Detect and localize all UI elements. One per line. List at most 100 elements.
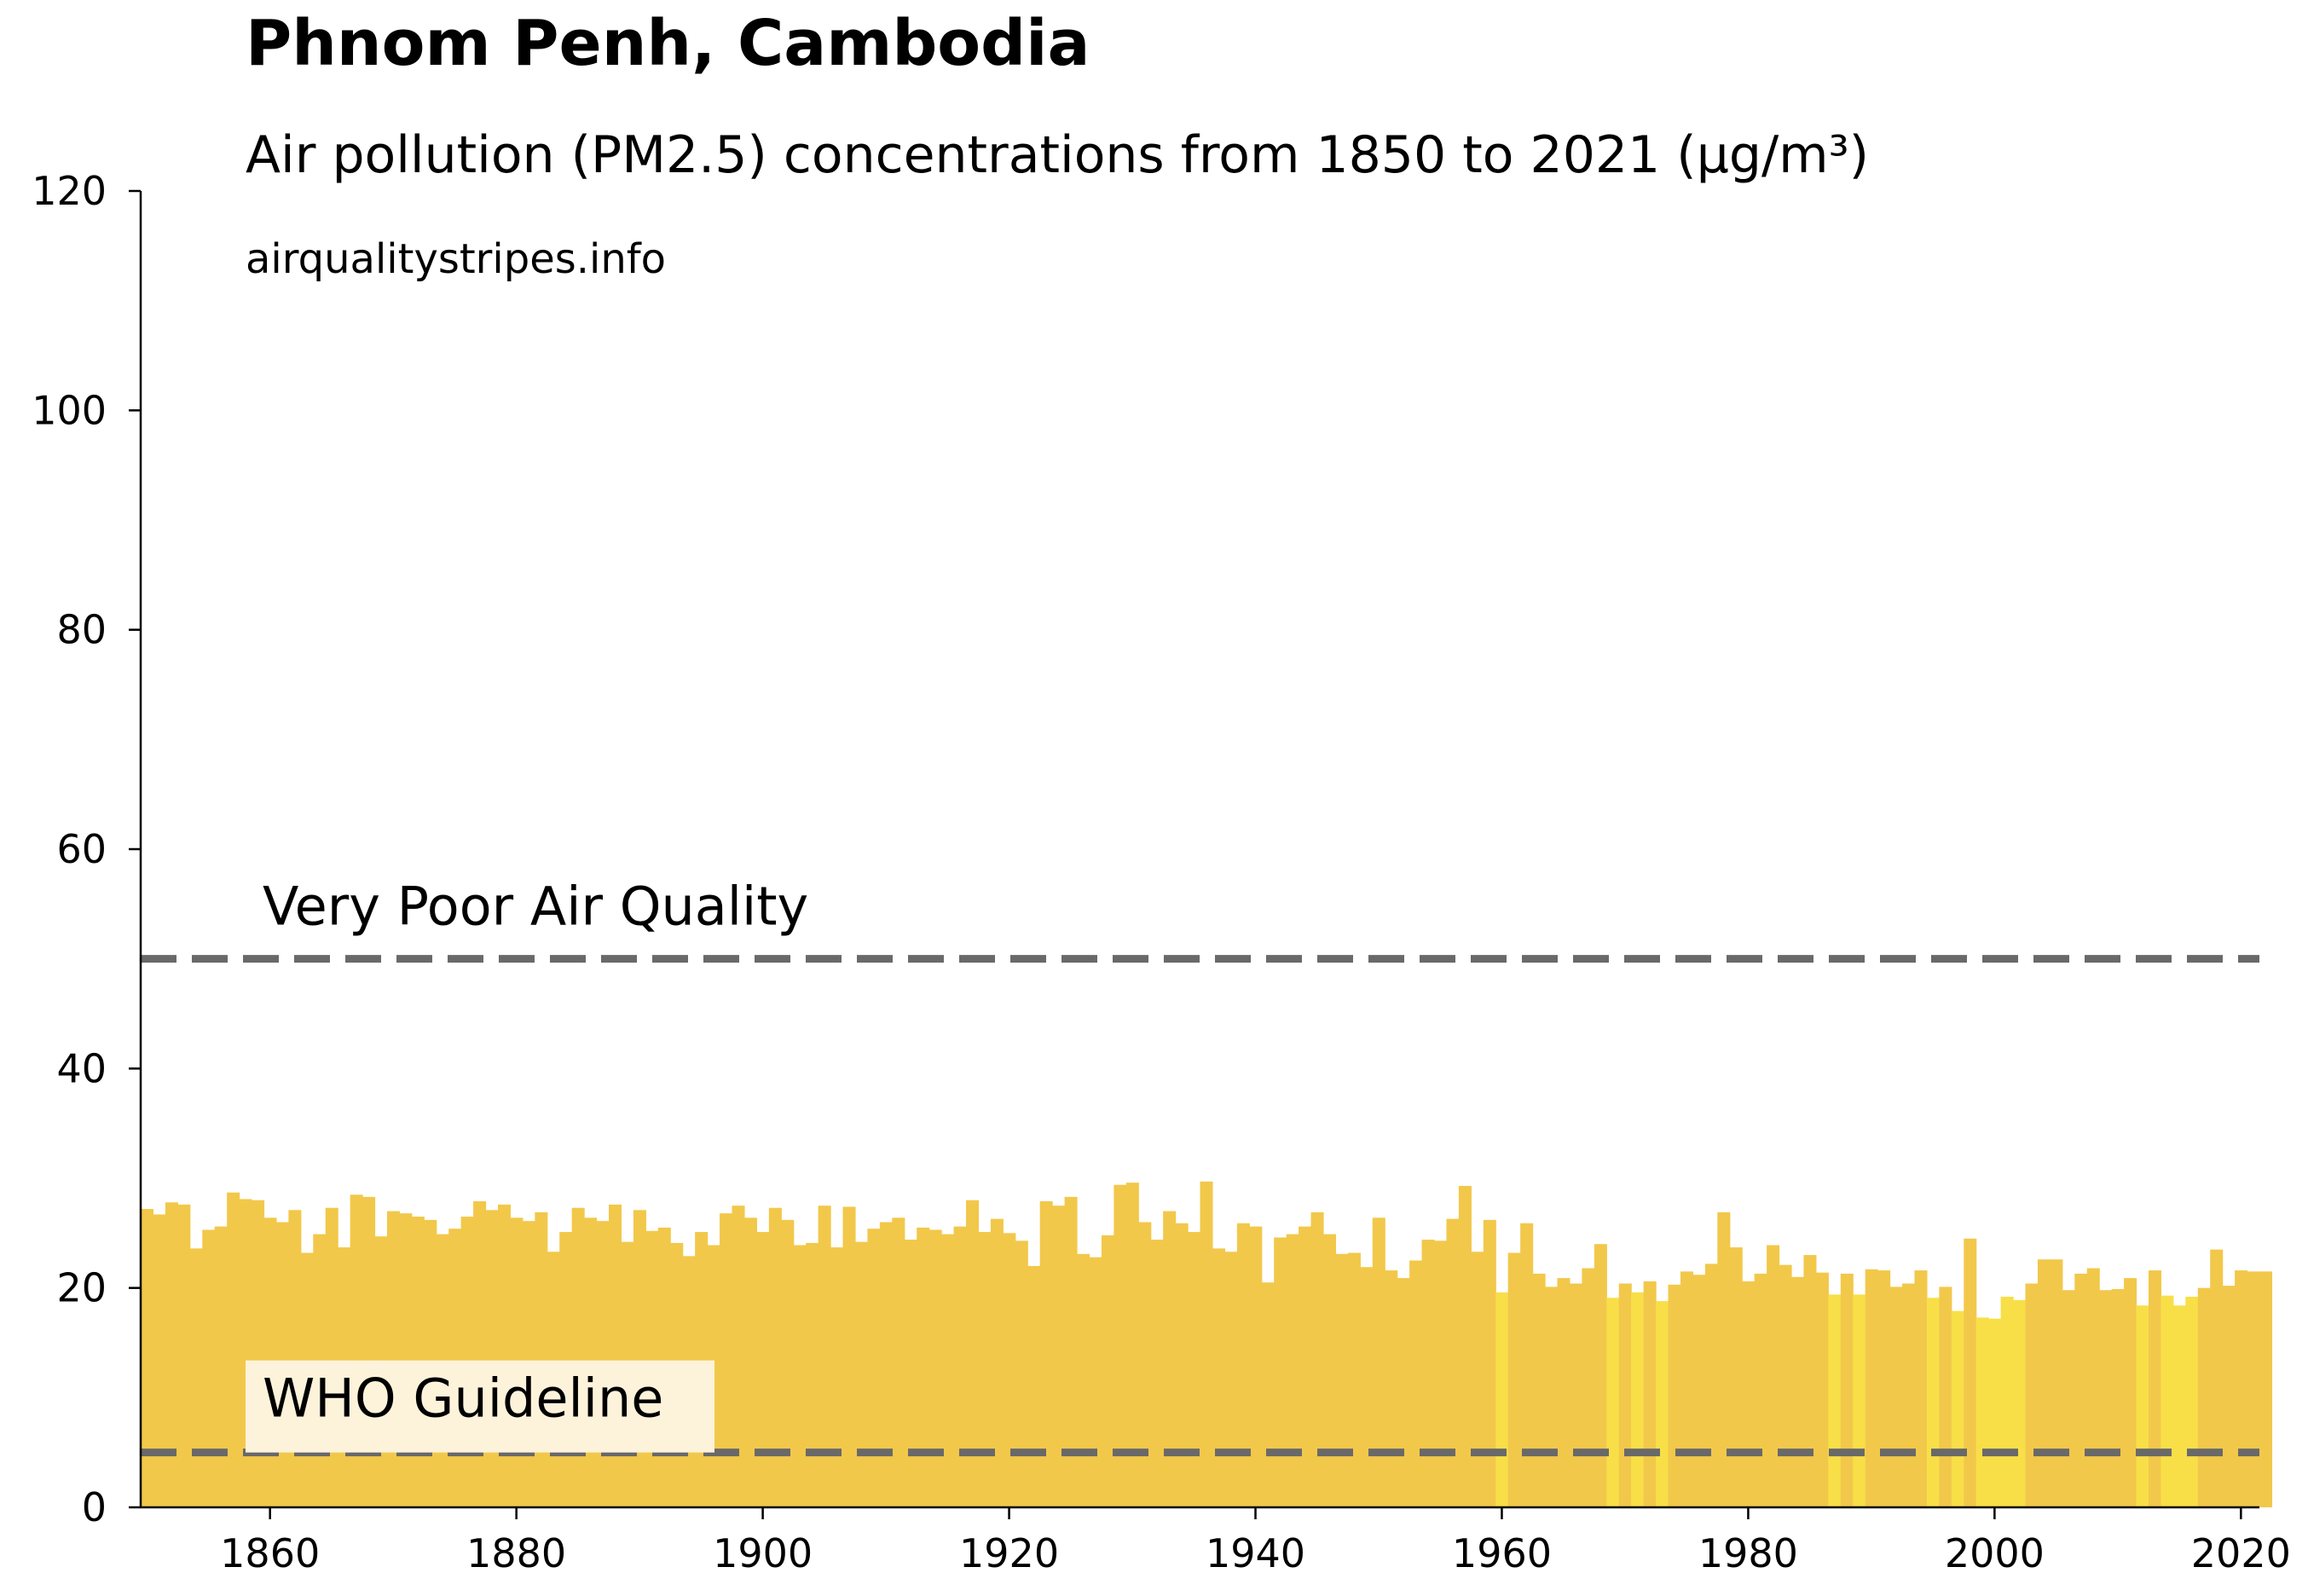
- bar-2011: [2124, 1278, 2137, 1507]
- bar-1920: [1003, 1233, 1016, 1507]
- bar-1967: [1582, 1268, 1595, 1507]
- bar-1996: [1939, 1287, 1952, 1507]
- bar-1914: [928, 1229, 942, 1507]
- bar-1972: [1643, 1281, 1657, 1507]
- bar-1928: [1101, 1235, 1114, 1507]
- x-tick-label-1960: 1960: [1452, 1530, 1552, 1576]
- bar-1908: [854, 1241, 869, 1507]
- bar-1854: [189, 1248, 203, 1507]
- bar-1969: [1606, 1298, 1620, 1507]
- bar-1958: [1471, 1252, 1484, 1507]
- bar-1942: [1274, 1237, 1287, 1507]
- bar-1948: [1347, 1252, 1361, 1507]
- bar-1857: [227, 1192, 240, 1507]
- bar-1935: [1188, 1232, 1201, 1507]
- bar-1953: [1409, 1260, 1423, 1507]
- reference-lines-group: Very Poor Air Quality WHO Guideline: [141, 876, 2259, 1457]
- bar-1931: [1138, 1222, 1152, 1507]
- bar-1940: [1249, 1226, 1263, 1507]
- bar-1951: [1385, 1270, 1398, 1507]
- bar-1862: [288, 1210, 302, 1507]
- bar-1979: [1729, 1247, 1743, 1507]
- bar-2019: [2222, 1286, 2236, 1507]
- bar-1980: [1742, 1281, 1756, 1507]
- bar-1888: [609, 1204, 622, 1507]
- bar-1927: [1089, 1257, 1102, 1507]
- bar-1998: [1964, 1238, 1977, 1507]
- bar-1975: [1680, 1271, 1694, 1507]
- y-tick-label-20: 20: [56, 1265, 107, 1311]
- bar-1917: [965, 1200, 980, 1507]
- bar-1901: [768, 1207, 782, 1507]
- bar-1852: [165, 1202, 178, 1507]
- bar-1923: [1039, 1201, 1053, 1507]
- bar-2014: [2160, 1295, 2174, 1507]
- bar-1925: [1064, 1196, 1078, 1507]
- bar-1898: [732, 1206, 745, 1507]
- bar-1899: [743, 1217, 757, 1507]
- bar-1987: [1828, 1294, 1842, 1507]
- bar-1950: [1372, 1217, 1385, 1507]
- bar-1952: [1397, 1278, 1410, 1507]
- bar-2001: [2000, 1296, 2014, 1507]
- x-tick-label-1940: 1940: [1206, 1530, 1305, 1576]
- bar-1912: [904, 1240, 917, 1507]
- y-tick-label-60: 60: [56, 826, 107, 872]
- bar-2013: [2148, 1270, 2162, 1507]
- bar-2021: [2247, 1271, 2260, 1507]
- bar-1941: [1261, 1282, 1275, 1507]
- bar-1918: [978, 1232, 992, 1507]
- x-tick-label-1980: 1980: [1698, 1530, 1798, 1576]
- bar-2018: [2210, 1249, 2224, 1507]
- bar-1960: [1495, 1292, 1509, 1507]
- x-tick-label-1900: 1900: [713, 1530, 813, 1576]
- bar-1922: [1027, 1265, 1041, 1507]
- bar-1907: [842, 1206, 856, 1507]
- bar-1919: [990, 1218, 1004, 1507]
- x-tick-label-1860: 1860: [220, 1530, 320, 1576]
- bar-1961: [1507, 1252, 1521, 1507]
- bar-2003: [2025, 1283, 2039, 1507]
- bar-1865: [325, 1207, 338, 1507]
- bar-1990: [1865, 1269, 1878, 1507]
- bar-1986: [1815, 1272, 1829, 1507]
- bar-1906: [830, 1247, 844, 1507]
- bar-1902: [781, 1219, 795, 1507]
- x-tick-label-1880: 1880: [466, 1530, 566, 1576]
- bar-1988: [1840, 1273, 1854, 1507]
- bar-1851: [153, 1214, 166, 1507]
- bar-1982: [1767, 1245, 1780, 1507]
- bar-1911: [892, 1217, 905, 1507]
- bar-1903: [793, 1245, 807, 1507]
- bar-1938: [1224, 1252, 1238, 1507]
- bar-1995: [1926, 1298, 1940, 1507]
- bar-1959: [1483, 1219, 1496, 1507]
- bar-1983: [1779, 1264, 1792, 1507]
- bar-1945: [1310, 1211, 1324, 1507]
- x-tick-label-2000: 2000: [1945, 1530, 2045, 1576]
- bar-1890: [633, 1210, 646, 1507]
- bar-1913: [917, 1227, 930, 1507]
- bar-1974: [1668, 1284, 1681, 1507]
- bar-2008: [2086, 1268, 2100, 1507]
- bar-1916: [953, 1226, 967, 1507]
- bar-1970: [1618, 1283, 1632, 1507]
- bar-1984: [1790, 1276, 1805, 1507]
- bar-1858: [239, 1199, 252, 1507]
- bar-1976: [1692, 1275, 1706, 1507]
- bar-2022: [2259, 1271, 2273, 1507]
- bars-group: [141, 1181, 2273, 1507]
- bar-1915: [941, 1234, 955, 1507]
- bar-1934: [1175, 1223, 1189, 1507]
- bar-1937: [1212, 1248, 1225, 1507]
- bar-2002: [2013, 1299, 2027, 1507]
- bar-1933: [1163, 1211, 1177, 1507]
- bar-1924: [1052, 1206, 1066, 1507]
- bar-1992: [1889, 1287, 1903, 1507]
- bar-1900: [756, 1232, 770, 1507]
- bar-1897: [720, 1213, 733, 1507]
- bar-1910: [879, 1222, 893, 1507]
- bar-1991: [1877, 1270, 1891, 1507]
- bar-1921: [1015, 1240, 1028, 1507]
